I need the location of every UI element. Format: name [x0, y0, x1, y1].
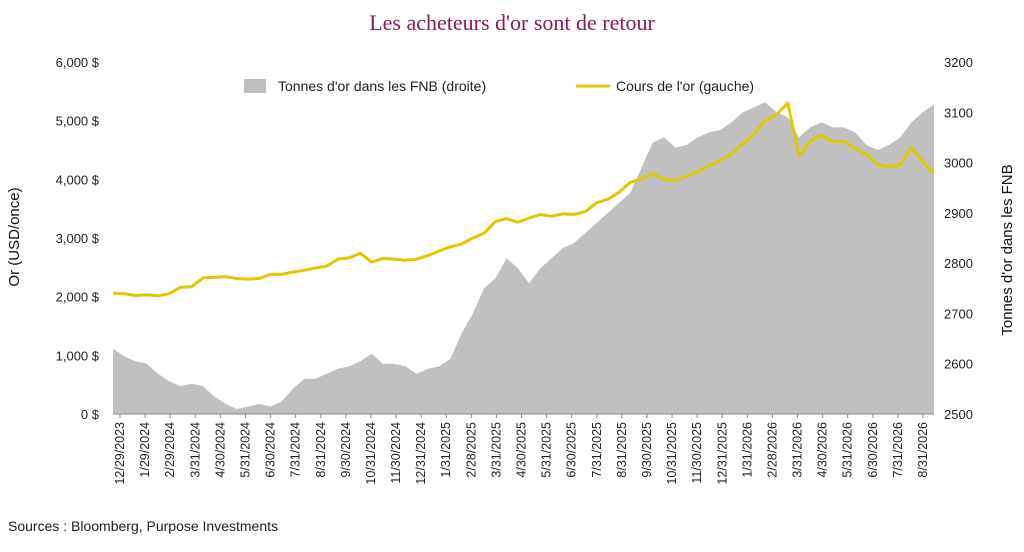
y-left-axis-ticks: 0 $ 1,000 $ 2,000 $ 3,000 $ 4,000 $ 5,000 $ 6,…	[56, 55, 100, 422]
x-tick-label: 9/30/2024	[339, 422, 353, 478]
y-right-tick-label: 2600	[944, 357, 973, 372]
y-right-tick-label: 2800	[944, 256, 973, 271]
gold-price-line-layer	[112, 101, 936, 298]
x-tick-label: 7/31/2024	[289, 422, 303, 478]
x-tick-label: 1/29/2024	[138, 422, 152, 478]
x-tick-label: 6/30/2026	[866, 422, 880, 478]
x-tick-label: 5/31/2026	[841, 422, 855, 478]
x-tick-label: 8/31/2025	[615, 422, 629, 478]
x-tick-label: 1/31/2026	[740, 422, 754, 478]
x-tick-label: 2/29/2024	[163, 422, 177, 478]
x-tick-label: 11/30/2025	[690, 422, 704, 484]
y-left-tick-label: 4,000 $	[56, 172, 100, 187]
x-tick-label: 6/30/2024	[264, 422, 278, 478]
x-tick-label: 12/29/2023	[113, 422, 127, 485]
x-tick-label: 9/30/2025	[640, 422, 654, 478]
x-tick-label: 8/31/2026	[916, 422, 930, 478]
y-right-axis-title: Tonnes d'or dans les FNB	[999, 164, 1016, 335]
x-tick-label: 12/31/2024	[414, 422, 428, 485]
x-tick-label: 10/31/2024	[364, 422, 378, 485]
x-tick-label: 11/30/2024	[389, 422, 403, 484]
y-right-tick-label: 2700	[944, 306, 973, 321]
y-right-axis-ticks: 2500 2600 2700 2800 2900 3000 3100 3200	[944, 55, 973, 422]
x-tick-label: 3/31/2025	[489, 422, 503, 478]
chart-title: Les acheteurs d'or sont de retour	[369, 10, 655, 35]
x-tick-label: 7/31/2026	[891, 422, 905, 478]
y-left-tick-label: 2,000 $	[56, 290, 100, 305]
y-left-tick-label: 0 $	[81, 407, 100, 422]
x-tick-label: 4/30/2025	[515, 422, 529, 478]
y-left-tick-label: 3,000 $	[56, 231, 100, 246]
x-tick-label: 3/31/2024	[188, 422, 202, 478]
y-right-tick-label: 3200	[944, 55, 973, 70]
legend-line-label: Cours de l'or (gauche)	[616, 78, 754, 94]
x-axis-ticks: 12/29/2023 1/29/2024 2/29/2024 3/31/2024 4/3…	[113, 414, 930, 485]
y-left-tick-label: 6,000 $	[56, 55, 100, 70]
legend-area-label: Tonnes d'or dans les FNB (droite)	[278, 78, 486, 94]
x-tick-label: 2/28/2026	[765, 422, 779, 478]
y-right-tick-label: 2500	[944, 407, 973, 422]
y-right-tick-label: 3000	[944, 156, 973, 171]
y-right-tick-label: 2900	[944, 206, 973, 221]
x-tick-label: 5/31/2025	[540, 422, 554, 478]
x-tick-label: 12/31/2025	[715, 422, 729, 485]
x-tick-label: 8/31/2024	[314, 422, 328, 478]
x-tick-label: 4/30/2026	[816, 422, 830, 478]
x-tick-label: 10/31/2025	[665, 422, 679, 485]
y-right-tick-label: 3100	[944, 105, 973, 120]
etf-tonnes-area	[113, 102, 934, 414]
source-note: Sources : Bloomberg, Purpose Investments	[8, 518, 278, 534]
x-tick-label: 4/30/2024	[213, 422, 227, 478]
x-tick-label: 2/28/2025	[464, 422, 478, 478]
x-tick-label: 3/31/2026	[791, 422, 805, 478]
gold-price-line	[112, 101, 936, 298]
etf-tonnes-area-layer	[113, 102, 934, 414]
y-left-axis-title: Or (USD/once)	[6, 187, 23, 286]
y-left-tick-label: 1,000 $	[56, 348, 100, 363]
x-tick-label: 6/30/2025	[565, 422, 579, 478]
y-left-tick-label: 5,000 $	[56, 114, 100, 129]
x-tick-label: 1/31/2025	[439, 422, 453, 478]
x-tick-label: 5/31/2024	[238, 422, 252, 478]
x-tick-label: 7/31/2025	[590, 422, 604, 478]
legend-area-swatch	[244, 79, 266, 93]
